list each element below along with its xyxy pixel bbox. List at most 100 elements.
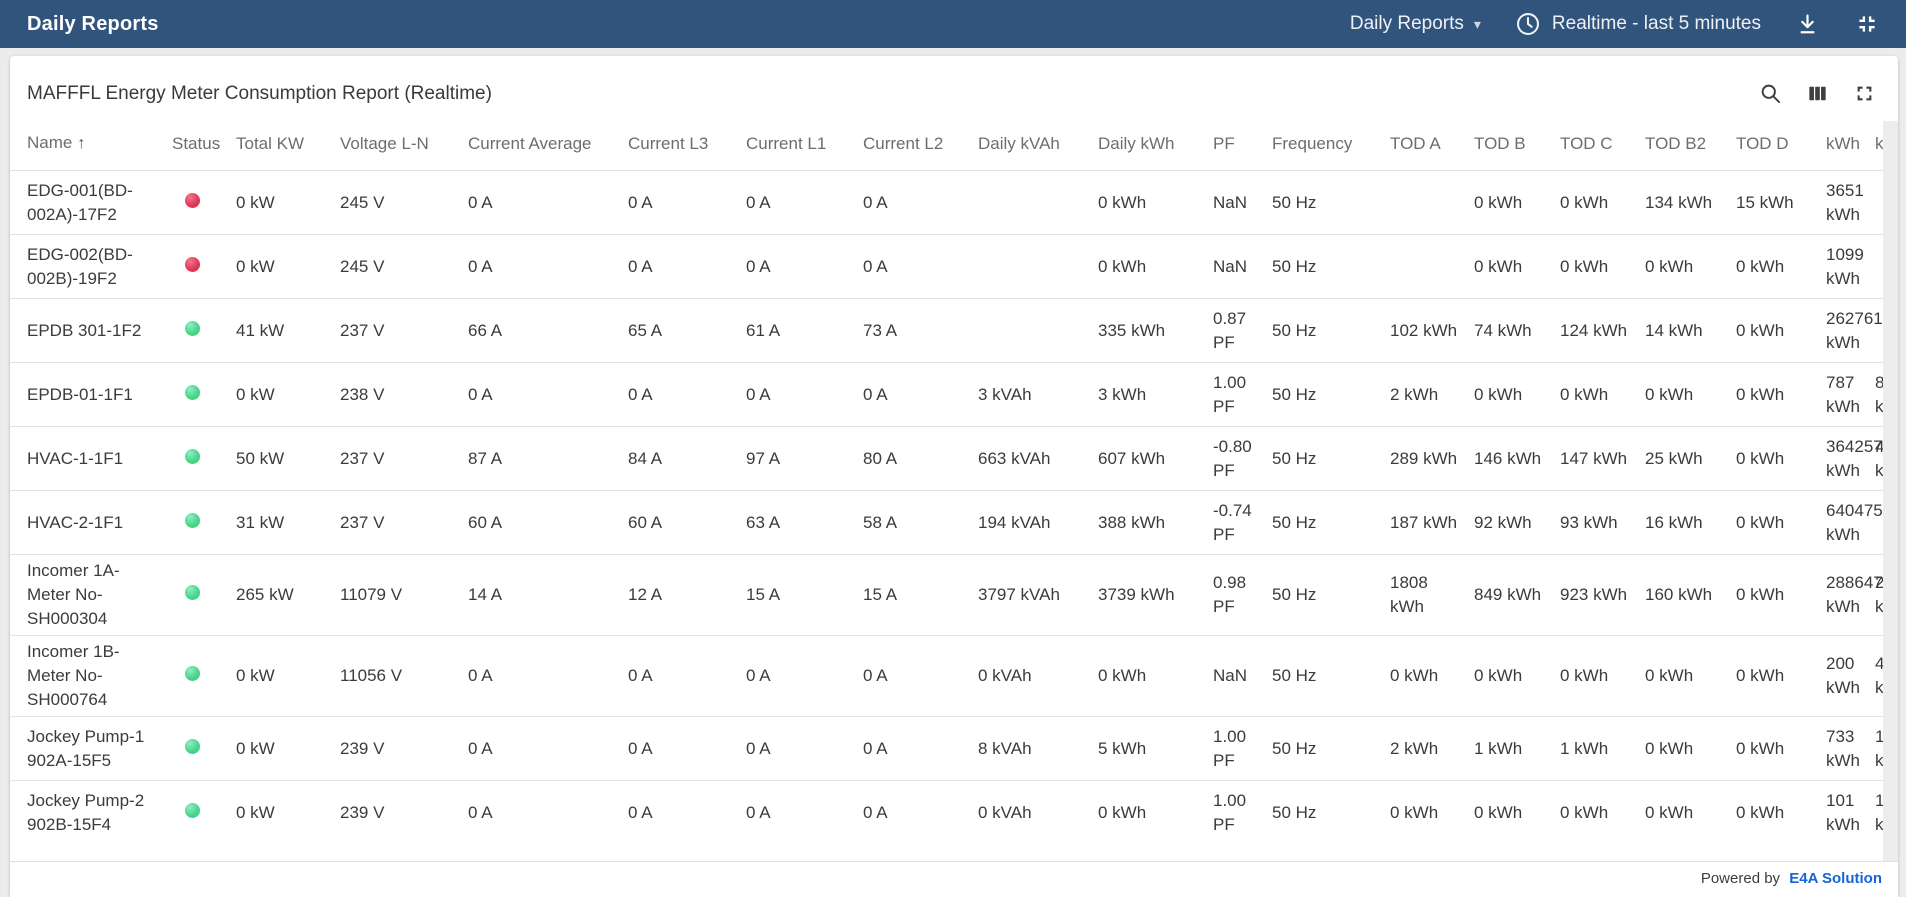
cell-kwh: 1099 kWh <box>1826 244 1864 288</box>
cell-daily_kwh: 3739 kWh <box>1098 585 1175 604</box>
column-header-pf[interactable]: PF <box>1213 132 1272 156</box>
download-button[interactable] <box>1795 12 1820 37</box>
table-row[interactable]: EPDB-01-1F1 0 kW 238 V 0 A 0 A 0 A 0 A 3 kVAh 3 … <box>10 362 1898 426</box>
cell-tod_a: 0 kWh <box>1390 802 1439 822</box>
column-settings-button[interactable] <box>1806 82 1829 105</box>
column-header-voltage_ln[interactable]: Voltage L-N <box>340 132 468 156</box>
cell-status <box>172 583 236 607</box>
status-indicator-green <box>185 448 200 464</box>
column-label: PF <box>1213 133 1235 153</box>
cell-status <box>172 383 236 407</box>
column-header-tod_c[interactable]: TOD C <box>1560 132 1645 156</box>
table-header-row: Name ↑ Status Total KW Voltage L-N Current Av… <box>10 121 1898 170</box>
cell-daily_kvah: 194 kVAh <box>978 512 1051 532</box>
report-card: MAFFFL Energy Meter Consumption Report (… <box>10 56 1898 897</box>
column-header-current_avg[interactable]: Current Average <box>468 132 628 156</box>
cell-status <box>172 737 236 761</box>
cell-tod_c: 0 kWh <box>1560 384 1609 404</box>
column-header-status[interactable]: Status <box>172 132 236 156</box>
cell-voltage_ln: 11079 V <box>340 585 403 604</box>
cell-name: Jockey Pump-2 902B-15F4 <box>27 790 145 834</box>
cell-name: Jockey Pump-1 902A-15F5 <box>27 726 145 770</box>
top-bar: Daily Reports Daily Reports ▾ Realtime -… <box>0 0 1906 48</box>
cell-tod_c: 0 kWh <box>1560 256 1609 276</box>
cell-name: HVAC-2-1F1 <box>27 512 124 532</box>
cell-kvah_cut: 1 k <box>1875 726 1885 770</box>
cell-tod_a: 289 kWh <box>1390 448 1458 468</box>
cell-kwh: 200 kWh <box>1826 654 1860 697</box>
column-label: kWh <box>1826 133 1860 153</box>
cell-tod_d: 0 kWh <box>1736 320 1785 340</box>
table-row[interactable]: Jockey Pump-2 902B-15F4 0 kW 239 V 0 A 0 A 0 … <box>10 780 1898 844</box>
time-range-selector[interactable]: Realtime - last 5 minutes <box>1515 11 1761 37</box>
fullscreen-exit-icon <box>1859 16 1875 32</box>
column-header-tod_b2[interactable]: TOD B2 <box>1645 132 1736 156</box>
table-row[interactable]: EPDB 301-1F2 41 kW 237 V 66 A 65 A 61 A 73 A 33… <box>10 298 1898 362</box>
cell-tod_b2: 25 kWh <box>1645 448 1703 468</box>
column-header-kwh[interactable]: kWh <box>1826 132 1875 156</box>
collapse-view-button[interactable] <box>1854 11 1880 37</box>
sort-ascending-icon: ↑ <box>77 135 86 152</box>
column-header-kvah_cut[interactable]: k <box>1875 132 1898 156</box>
cell-voltage_ln: 245 V <box>340 192 385 212</box>
column-header-name[interactable]: Name ↑ <box>27 131 172 156</box>
column-header-tod_b[interactable]: TOD B <box>1474 132 1560 156</box>
cell-total_kw: 265 kW <box>236 585 294 604</box>
cell-current_l3: 0 A <box>628 666 653 685</box>
column-header-daily_kwh[interactable]: Daily kWh <box>1098 132 1213 156</box>
cell-tod_a: 2 kWh <box>1390 384 1439 404</box>
cell-daily_kwh: 335 kWh <box>1098 320 1166 340</box>
cell-current_l1: 0 A <box>746 738 771 758</box>
cell-current_l2: 0 A <box>863 666 888 685</box>
cell-kvah_cut: 4 k <box>1875 654 1885 697</box>
cell-tod_c: 1 kWh <box>1560 738 1609 758</box>
column-header-frequency[interactable]: Frequency <box>1272 132 1390 156</box>
report-type-selector-label: Daily Reports <box>1349 13 1464 34</box>
column-header-total_kw[interactable]: Total KW <box>236 132 340 156</box>
cell-tod_b2: 14 kWh <box>1645 320 1703 340</box>
cell-frequency: 50 Hz <box>1272 802 1317 822</box>
brand-link[interactable]: E4A Solution <box>1789 870 1882 887</box>
column-header-current_l3[interactable]: Current L3 <box>628 132 746 156</box>
cell-voltage_ln: 239 V <box>340 738 385 758</box>
cell-tod_c: 93 kWh <box>1560 512 1618 532</box>
cell-current_l1: 0 A <box>746 666 771 685</box>
column-label: Total KW <box>236 133 305 153</box>
column-header-current_l1[interactable]: Current L1 <box>746 132 863 156</box>
column-label: Name <box>27 133 73 152</box>
table-row[interactable]: Incomer 1A- Meter No- SH000304 265 kW 1107… <box>10 554 1898 635</box>
column-header-tod_a[interactable]: TOD A <box>1390 132 1474 156</box>
cell-total_kw: 0 kW <box>236 256 275 276</box>
table-row[interactable]: Incomer 1B- Meter No- SH000764 0 kW 11056 … <box>10 635 1898 716</box>
report-type-selector[interactable]: Daily Reports ▾ <box>1350 13 1481 35</box>
column-label: Daily kWh <box>1098 133 1175 153</box>
status-indicator-red <box>185 192 200 208</box>
table-row[interactable]: EDG-002(BD- 002B)-19F2 0 kW 245 V 0 A 0 A 0 A… <box>10 234 1898 298</box>
cell-current_avg: 0 A <box>468 256 493 276</box>
cell-current_l1: 0 A <box>746 384 771 404</box>
cell-current_l1: 0 A <box>746 192 771 212</box>
cell-voltage_ln: 237 V <box>340 448 385 468</box>
search-icon <box>1761 84 1781 104</box>
column-header-current_l2[interactable]: Current L2 <box>863 132 978 156</box>
table-row[interactable]: HVAC-1-1F1 50 kW 237 V 87 A 84 A 97 A 80 A 663 … <box>10 426 1898 490</box>
column-label: Current Average <box>468 133 592 153</box>
table-row[interactable]: HVAC-2-1F1 31 kW 237 V 60 A 60 A 63 A 58 A 194 … <box>10 490 1898 554</box>
vertical-scrollbar[interactable] <box>1883 121 1898 861</box>
search-button[interactable] <box>1759 82 1782 105</box>
cell-kvah_cut: 4 k <box>1875 436 1885 480</box>
table-row[interactable]: EDG-001(BD- 002A)-17F2 0 kW 245 V 0 A 0 A 0 A… <box>10 170 1898 234</box>
cell-pf: 1.00 PF <box>1213 790 1247 834</box>
cell-kvah_cut: 2 k <box>1875 573 1885 616</box>
cell-pf: 0.87 PF <box>1213 308 1247 352</box>
cell-kwh: 733 kWh <box>1826 726 1860 770</box>
column-header-tod_d[interactable]: TOD D <box>1736 132 1826 156</box>
cell-name: EPDB 301-1F2 <box>27 320 142 340</box>
table-row[interactable]: Jockey Pump-1 902A-15F5 0 kW 239 V 0 A 0 A 0 … <box>10 716 1898 780</box>
fullscreen-button[interactable] <box>1853 82 1876 105</box>
cell-pf: NaN <box>1213 192 1248 212</box>
cell-pf: 1.00 PF <box>1213 372 1247 416</box>
cell-daily_kvah: 0 kVAh <box>978 802 1032 822</box>
column-header-daily_kvah[interactable]: Daily kVAh <box>978 132 1098 156</box>
cell-tod_c: 124 kWh <box>1560 320 1628 340</box>
